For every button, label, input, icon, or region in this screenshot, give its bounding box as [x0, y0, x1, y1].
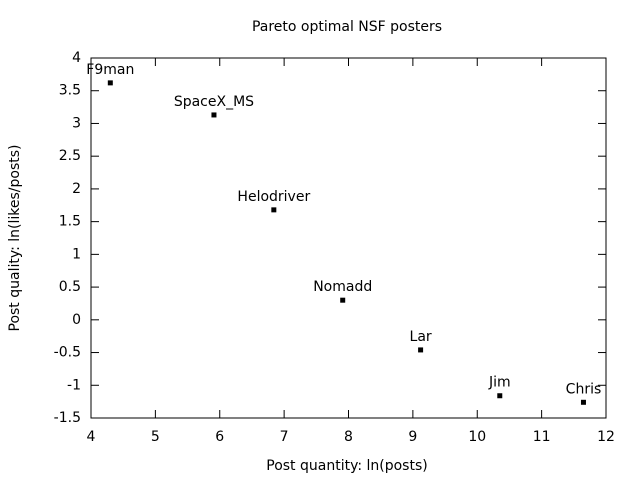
y-tick-label: -1.5 — [54, 410, 81, 426]
point — [211, 112, 217, 118]
point — [580, 399, 586, 405]
point-label: Chris — [566, 381, 602, 397]
x-tick-label: 12 — [597, 429, 615, 445]
point-label: Nomadd — [313, 279, 372, 295]
y-tick-label: 1.5 — [59, 214, 81, 230]
x-tick-label: 6 — [215, 429, 224, 445]
x-tick-label: 4 — [87, 429, 96, 445]
point-label: Lar — [410, 329, 432, 345]
x-tick-label: 10 — [468, 429, 486, 445]
point — [497, 393, 503, 399]
chart-title: Pareto optimal NSF posters — [252, 19, 442, 35]
y-tick-label: 3 — [72, 115, 81, 131]
y-tick-label: 0 — [72, 312, 81, 328]
y-tick-label: 3.5 — [59, 83, 81, 99]
y-tick-label: -0.5 — [54, 345, 81, 361]
y-tick-label: 2.5 — [59, 148, 81, 164]
x-axis-label: Post quantity: ln(posts) — [266, 458, 427, 474]
y-tick-label: 2 — [72, 181, 81, 197]
y-axis-label: Post quality: ln(likes/posts) — [7, 144, 23, 331]
point — [271, 207, 277, 213]
x-tick-label: 5 — [151, 429, 160, 445]
x-tick-label: 8 — [344, 429, 353, 445]
y-tick-label: 4 — [72, 50, 81, 66]
point-label: Jim — [488, 375, 511, 391]
point — [418, 347, 424, 353]
y-tick-label: 0.5 — [59, 279, 81, 295]
x-tick-label: 7 — [280, 429, 289, 445]
point — [107, 80, 113, 86]
point — [340, 297, 346, 303]
point-label: F9man — [86, 62, 134, 78]
x-tick-label: 9 — [408, 429, 417, 445]
y-tick-label: -1 — [67, 377, 81, 393]
point-label: SpaceX_MS — [174, 94, 254, 110]
x-tick-label: 11 — [533, 429, 551, 445]
y-tick-label: 1 — [72, 246, 81, 262]
point-label: Helodriver — [237, 189, 310, 205]
